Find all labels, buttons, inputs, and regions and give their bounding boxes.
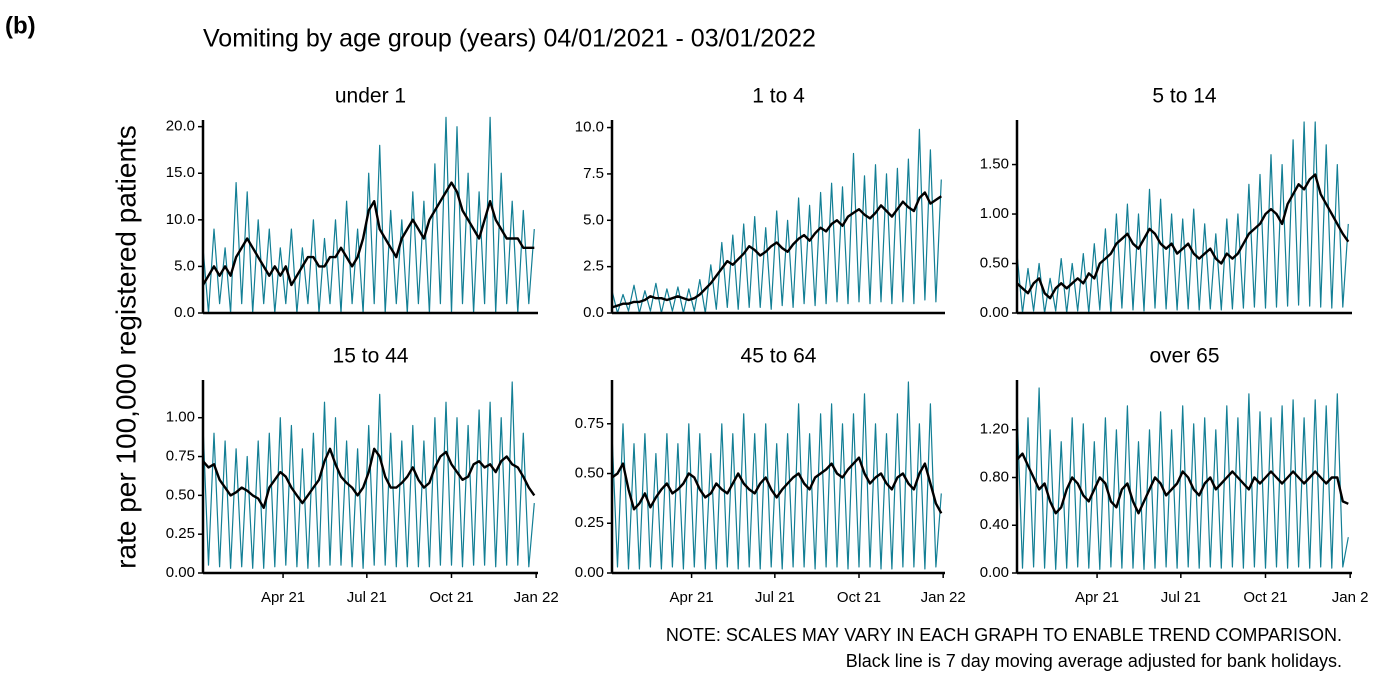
daily-rate-line <box>1016 121 1349 314</box>
y-tick-label: 0.00 <box>980 564 1009 581</box>
daily-rate-line <box>202 116 535 314</box>
daily-rate-line <box>611 381 942 570</box>
facet-title: over 65 <box>1149 345 1219 368</box>
y-tick-label: 10.0 <box>166 211 195 228</box>
y-tick-label: 1.00 <box>980 205 1009 222</box>
y-tick-label: 0.0 <box>583 304 604 321</box>
facet-title: 1 to 4 <box>752 85 805 108</box>
facet-title: 5 to 14 <box>1152 85 1217 108</box>
x-tick-label: Apr 21 <box>669 589 713 606</box>
y-tick-label: 7.5 <box>583 165 604 182</box>
daily-rate-line <box>611 128 942 314</box>
y-tick-label: 0.25 <box>575 514 604 531</box>
moving-average-line <box>611 191 942 309</box>
moving-average-line <box>202 447 536 509</box>
note: Black line is 7 day moving average adjus… <box>846 651 1342 671</box>
y-tick-label: 0.50 <box>166 486 195 503</box>
moving-average-line <box>201 181 535 287</box>
panel-label: (b) <box>5 12 36 39</box>
x-tick-label: Jul 21 <box>1161 589 1201 606</box>
y-tick-label: 0.50 <box>575 464 604 481</box>
y-tick-label: 0.00 <box>980 304 1009 321</box>
figure-title: Vomiting by age group (years) 04/01/2021… <box>203 25 816 53</box>
y-tick-label: 0.00 <box>166 564 195 581</box>
y-tick-label: 0.80 <box>980 468 1009 485</box>
note: NOTE: SCALES MAY VARY IN EACH GRAPH TO E… <box>666 625 1342 645</box>
y-tick-label: 0.75 <box>166 448 195 465</box>
y-tick-label: 10.0 <box>575 119 604 136</box>
moving-average-line <box>611 456 943 514</box>
x-tick-label: Apr 21 <box>1075 589 1119 606</box>
x-tick-label: Jul 21 <box>347 589 387 606</box>
x-tick-label: Apr 21 <box>261 589 305 606</box>
facet-title: under 1 <box>335 85 406 108</box>
x-tick-label: Oct 21 <box>837 589 881 606</box>
x-tick-label: Oct 21 <box>1243 589 1287 606</box>
x-tick-label: Jan 22 <box>921 589 966 606</box>
moving-average-line <box>1016 173 1350 300</box>
y-tick-label: 0.50 <box>980 254 1009 271</box>
y-tick-label: 0.40 <box>980 516 1009 533</box>
y-tick-label: 5.0 <box>174 257 195 274</box>
y-tick-label: 1.50 <box>980 156 1009 173</box>
y-tick-label: 2.5 <box>583 258 604 275</box>
y-tick-label: 5.0 <box>583 211 604 228</box>
daily-rate-line <box>202 381 535 569</box>
y-tick-label: 0.00 <box>575 564 604 581</box>
y-tick-label: 0.75 <box>575 415 604 432</box>
daily-rate-line <box>1016 387 1349 570</box>
y-axis-label: rate per 100,000 registered patients <box>110 125 141 569</box>
x-tick-label: Jan 2 <box>1332 589 1369 606</box>
y-tick-label: 15.0 <box>166 164 195 181</box>
y-tick-label: 20.0 <box>166 118 195 135</box>
x-tick-label: Jan 22 <box>514 589 559 606</box>
y-tick-label: 1.20 <box>980 421 1009 438</box>
y-tick-label: 1.00 <box>166 409 195 426</box>
facet-title: 15 to 44 <box>333 345 409 368</box>
moving-average-line <box>1016 452 1349 515</box>
x-tick-label: Jul 21 <box>755 589 795 606</box>
y-tick-label: 0.25 <box>166 525 195 542</box>
y-tick-label: 0.0 <box>174 304 195 321</box>
x-tick-label: Oct 21 <box>429 589 473 606</box>
facet-title: 45 to 64 <box>741 345 817 368</box>
